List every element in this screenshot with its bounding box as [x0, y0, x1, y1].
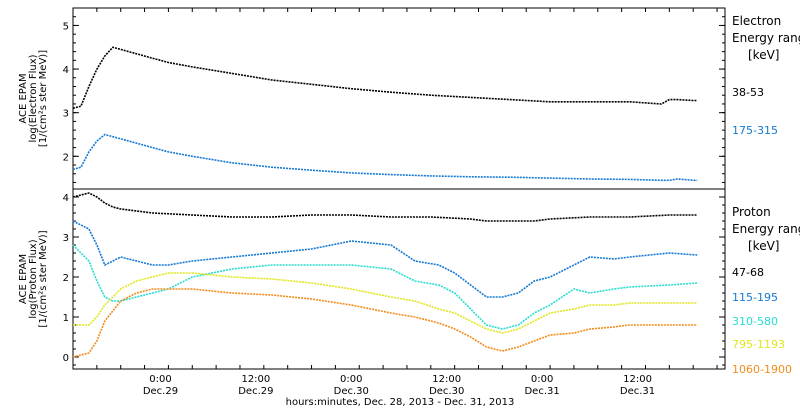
proton-legend-item: 795-1193: [732, 338, 785, 351]
electron-panel: 2 3 4 5 ACE EPAM log(Electron Flux) [1/(cm²s s…: [18, 7, 800, 190]
x-tick-label-date: Dec.29: [143, 386, 178, 397]
electron-legend-title: Electron: [732, 14, 781, 28]
proton-legend-title: Energy range: [732, 222, 800, 236]
proton-frame: [72, 188, 726, 370]
x-tick-label-time: 12:00: [241, 374, 270, 385]
x-tick-label-date: Dec.31: [620, 386, 655, 397]
x-tick-label-date: Dec.30: [334, 386, 369, 397]
proton-legend-title: [keV]: [748, 239, 779, 253]
proton-ylabel-line: [1/(cm²s ster MeV)]: [38, 230, 49, 327]
proton-ylabel-line: log(Proton Flux): [28, 239, 39, 318]
electron-frame: [72, 7, 726, 190]
proton-ytick-label: 4: [63, 193, 69, 204]
proton-legend-item: 47-68: [732, 266, 764, 279]
proton-series-1060-1900: [72, 288, 698, 358]
proton-series-795-1193: [73, 272, 698, 334]
x-tick-label-date: Dec.30: [429, 386, 464, 397]
time-axis: 0:00Dec.2912:00Dec.290:00Dec.3012:00Dec.…: [72, 8, 718, 397]
electron-ytick-label: 4: [63, 65, 69, 76]
electron-legend-item: 38-53: [732, 86, 764, 99]
proton-ylabel-line: ACE EPAM: [18, 254, 29, 304]
proton-ytick-label: 1: [63, 313, 69, 324]
proton-series-47-68: [72, 192, 698, 222]
x-tick-label-time: 0:00: [531, 374, 553, 385]
electron-ylabel-line: [1/(cm²s ster MeV)]: [38, 50, 49, 147]
proton-ytick-label: 0: [63, 353, 69, 364]
electron-ytick-label: 2: [63, 152, 69, 163]
electron-legend-title: [keV]: [748, 48, 779, 62]
proton-legend-title: Proton: [732, 205, 771, 219]
electron-ylabel-line: log(Electron Flux): [28, 54, 39, 142]
x-tick-label-time: 0:00: [340, 374, 362, 385]
electron-ytick-label: 5: [63, 21, 69, 32]
proton-legend-item: 115-195: [732, 291, 778, 304]
electron-ylabel-line: ACE EPAM: [18, 73, 29, 123]
x-tick-label-date: Dec.29: [238, 386, 273, 397]
proton-panel: 0 1 2 3 4 ACE EPAM log(Proton Flux) [1/(cm²s st…: [18, 188, 800, 376]
electron-legend-title: Energy range: [732, 31, 800, 45]
proton-ytick-label: 2: [63, 273, 69, 284]
proton-series-310-580: [72, 244, 698, 330]
electron-legend-item: 175-315: [732, 124, 778, 137]
proton-series-115-195: [72, 220, 698, 298]
proton-legend-item: 1060-1900: [732, 363, 792, 376]
x-tick-label-time: 12:00: [432, 374, 461, 385]
x-tick-label-date: Dec.31: [524, 386, 559, 397]
proton-legend-item: 310-580: [732, 315, 778, 328]
proton-ytick-label: 3: [63, 233, 69, 244]
electron-ytick-label: 3: [63, 109, 69, 120]
x-axis-title: hours:minutes, Dec. 28, 2013 - Dec. 31, …: [286, 397, 515, 408]
electron-series-38-53: [72, 46, 698, 110]
x-tick-label-time: 0:00: [149, 374, 171, 385]
electron-series-175-315: [72, 133, 698, 182]
x-tick-label-time: 12:00: [623, 374, 652, 385]
